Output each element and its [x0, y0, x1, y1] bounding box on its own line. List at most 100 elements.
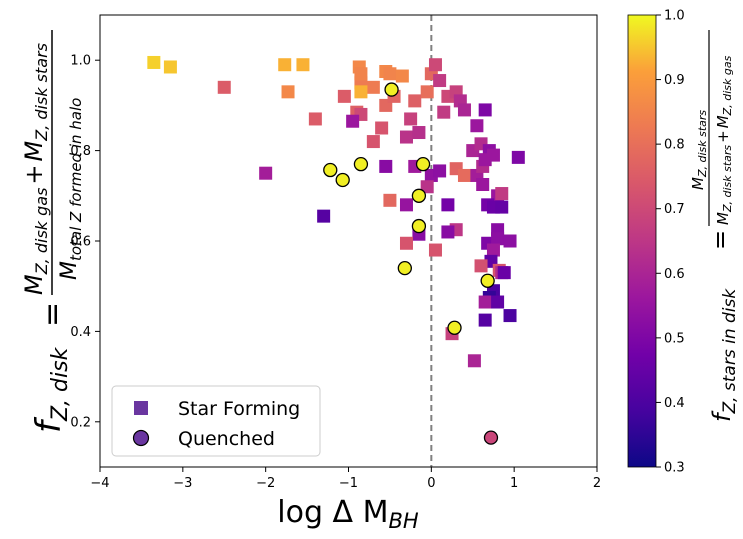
star-forming-point — [296, 58, 310, 72]
x-tick-label: −3 — [173, 476, 192, 491]
star-forming-point — [399, 236, 413, 250]
svg-text:fZ, disk: fZ, disk — [29, 346, 73, 433]
quenched-series — [323, 82, 499, 445]
colorbar-tick-label: 0.7 — [664, 202, 685, 217]
quenched-point — [323, 162, 338, 178]
quenched-point — [447, 320, 462, 335]
star-forming-point — [337, 89, 351, 103]
colorbar-tick-label: 1.0 — [664, 9, 685, 24]
star-forming-point — [478, 103, 492, 117]
star-forming-point — [433, 164, 447, 178]
star-forming-point — [354, 67, 368, 81]
x-tick-label: −4 — [90, 476, 109, 491]
y-tick-label: 0.8 — [70, 144, 91, 159]
x-tick-label: 0 — [427, 476, 435, 491]
star-forming-point — [476, 178, 490, 191]
star-forming-point — [395, 69, 409, 83]
colorbar-label: fZ, stars in disk = MZ, disk stars MZ, d… — [689, 30, 740, 422]
star-forming-point — [420, 180, 434, 194]
star-forming-point — [379, 159, 393, 173]
quenched-point — [480, 273, 495, 288]
x-tick-label: 1 — [510, 476, 518, 491]
star-forming-point — [478, 295, 492, 309]
svg-text:Mtotal Z formed in halo: Mtotal Z formed in halo — [57, 98, 85, 280]
star-forming-point — [495, 200, 509, 214]
quenched-point — [353, 157, 369, 172]
star-forming-point — [491, 295, 505, 309]
x-tick-label: −2 — [256, 476, 275, 491]
y-axis-label: fZ, disk = MZ, disk gas+MZ, disk stars M… — [20, 30, 85, 433]
star-forming-point — [495, 187, 509, 201]
star-forming-point — [383, 67, 397, 81]
star-forming-point — [457, 103, 471, 117]
star-forming-point — [366, 135, 380, 149]
star-forming-point — [491, 232, 505, 246]
colorbar-tick-label: 0.5 — [664, 331, 685, 346]
star-forming-point — [147, 55, 161, 69]
star-forming-point — [366, 80, 380, 94]
colorbar-tick-label: 0.9 — [664, 73, 685, 88]
star-forming-point — [354, 85, 368, 99]
star-forming-point — [470, 119, 484, 133]
svg-text:fZ, stars in disk: fZ, stars in disk — [708, 288, 740, 422]
star-forming-point — [478, 313, 492, 327]
star-forming-point — [383, 193, 397, 207]
star-forming-point — [163, 60, 177, 74]
star-forming-point — [408, 94, 422, 108]
star-forming-point — [346, 114, 360, 128]
star-forming-point — [420, 85, 434, 99]
x-axis-label: log Δ MBH — [277, 495, 419, 533]
colorbar-tick-label: 0.4 — [664, 396, 685, 411]
svg-text:=: = — [35, 302, 70, 327]
star-forming-point — [399, 130, 413, 144]
star-forming-point — [441, 225, 455, 239]
star-forming-point — [433, 74, 447, 88]
star-forming-point — [428, 58, 442, 72]
y-tick-label: 1.0 — [70, 54, 91, 69]
star-forming-point — [259, 166, 273, 180]
star-forming-point — [503, 309, 517, 323]
star-forming-point — [474, 259, 488, 273]
colorbar-ticks: 0.3 0.4 0.5 0.6 0.7 0.8 0.9 1.0 — [656, 9, 685, 476]
y-tick-label: 0.6 — [70, 235, 91, 250]
star-forming-point — [281, 85, 295, 99]
star-forming-point — [437, 105, 451, 119]
legend-quenched-label: Quenched — [178, 428, 275, 450]
star-forming-point — [217, 80, 231, 94]
quenched-point — [411, 218, 427, 234]
quenched-point — [415, 157, 431, 172]
star-forming-point — [457, 168, 471, 182]
y-tick-label: 0.4 — [70, 325, 91, 340]
legend-star-forming-marker — [134, 401, 148, 415]
star-forming-point — [308, 112, 322, 126]
star-forming-point — [467, 354, 481, 368]
star-forming-point — [412, 126, 426, 140]
star-forming-point — [441, 198, 455, 212]
star-forming-point — [428, 243, 442, 257]
y-tick-label: 0.2 — [70, 415, 91, 430]
star-forming-point — [503, 234, 517, 248]
quenched-point — [384, 82, 399, 97]
star-forming-point — [497, 266, 511, 280]
quenched-point — [335, 172, 350, 188]
star-forming-point — [486, 243, 500, 257]
colorbar-tick-label: 0.6 — [664, 267, 685, 282]
star-forming-point — [404, 112, 418, 126]
y-axis-ticks: 0.2 0.4 0.6 0.8 1.0 — [70, 54, 100, 430]
svg-text:MZ, disk gas+MZ, disk stars: MZ, disk gas+MZ, disk stars — [20, 43, 51, 295]
star-forming-point — [317, 209, 331, 223]
x-tick-label: 2 — [593, 476, 601, 491]
star-forming-point — [478, 153, 492, 167]
legend-quenched-marker — [132, 429, 150, 447]
colorbar — [627, 14, 657, 468]
star-forming-point — [278, 58, 292, 72]
x-tick-label: −1 — [339, 476, 358, 491]
quenched-point — [397, 260, 412, 276]
quenched-point — [411, 188, 427, 203]
svg-text:MZ, disk stars: MZ, disk stars — [689, 110, 709, 190]
legend: Star Forming Quenched — [111, 385, 321, 457]
quenched-point — [483, 430, 499, 445]
legend-box — [111, 385, 321, 457]
svg-text:MZ, disk stars+MZ, disk gas: MZ, disk stars+MZ, disk gas — [714, 55, 734, 225]
